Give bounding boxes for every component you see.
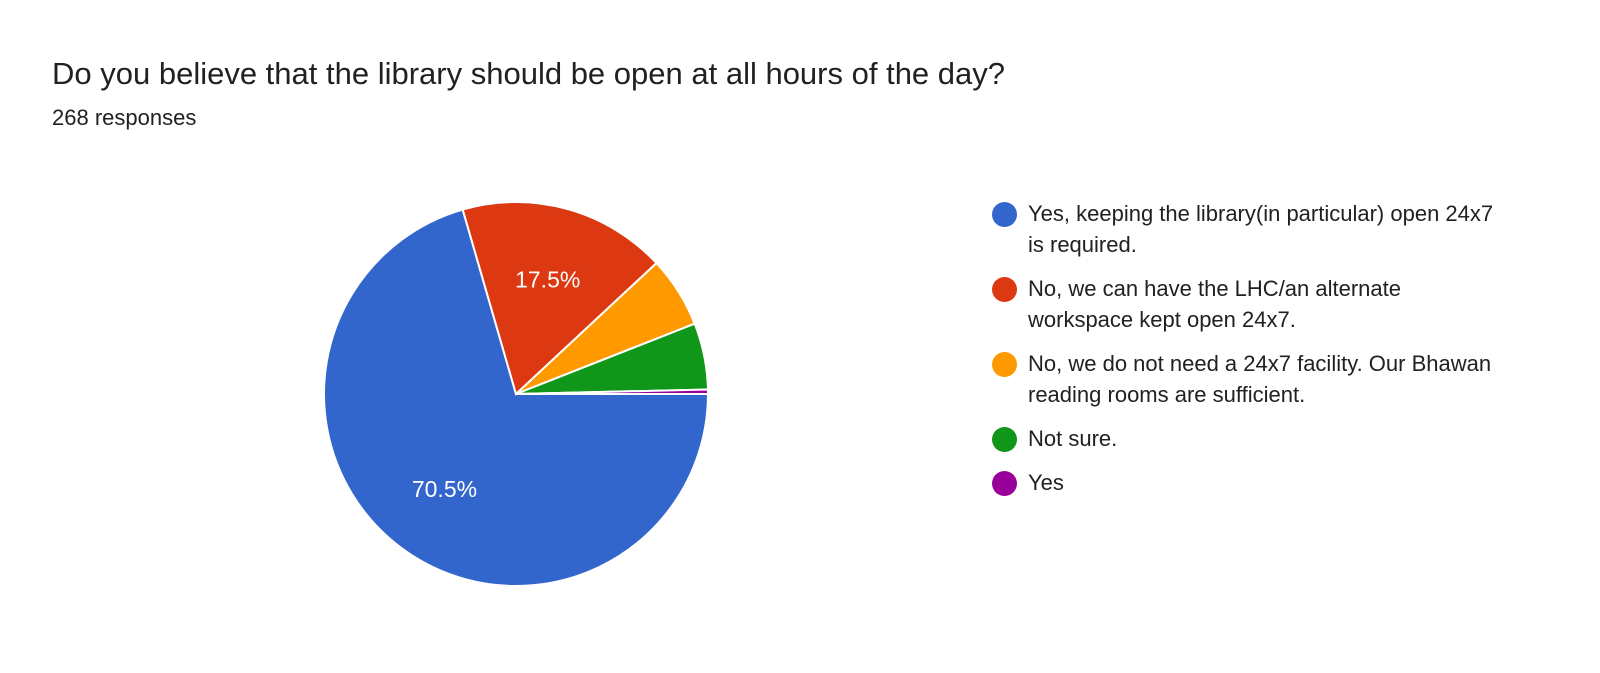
legend-item[interactable]: Not sure. — [990, 423, 1510, 454]
legend-item[interactable]: No, we can have the LHC/an alternate wor… — [990, 273, 1510, 335]
pie-slice-0[interactable] — [323, 208, 710, 587]
legend-swatch — [992, 277, 1017, 302]
pie-slice-4[interactable] — [515, 388, 710, 395]
legend-swatch — [992, 202, 1017, 227]
response-count: 268 responses — [52, 105, 197, 130]
slice-data-label: 70.5% — [412, 476, 477, 502]
chart-title: Do you believe that the library should b… — [52, 56, 1006, 91]
legend-label: Not sure. — [1028, 426, 1118, 451]
legend-label: Yes, keeping the library(in particular) … — [1028, 201, 1494, 257]
pie-slice-1[interactable] — [461, 201, 658, 396]
legend-item[interactable]: Yes, keeping the library(in particular) … — [990, 198, 1510, 260]
legend-label: No, we can have the LHC/an alternate wor… — [1028, 276, 1402, 332]
legend-swatch — [992, 352, 1017, 377]
legend: Yes, keeping the library(in particular) … — [990, 198, 1510, 511]
legend-swatch — [992, 427, 1017, 452]
legend-swatch — [992, 471, 1017, 496]
legend-item[interactable]: No, we do not need a 24x7 facility. Our … — [990, 348, 1510, 410]
legend-label: No, we do not need a 24x7 facility. Our … — [1028, 351, 1492, 407]
slice-data-label: 17.5% — [515, 266, 580, 292]
legend-item[interactable]: Yes — [990, 467, 1510, 498]
legend-label: Yes — [1028, 470, 1064, 495]
